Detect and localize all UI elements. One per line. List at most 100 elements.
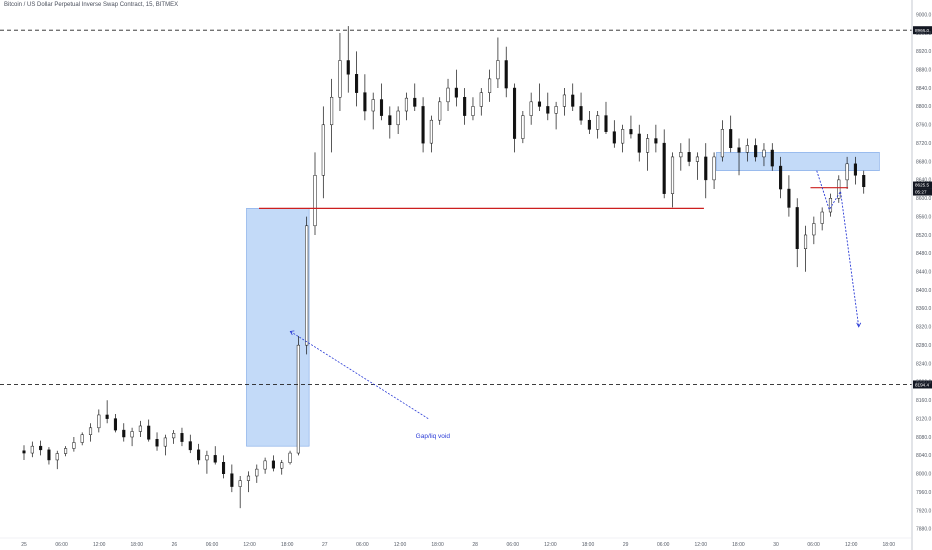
time-tick-label: 18:00	[131, 542, 144, 548]
candle-up	[479, 92, 483, 107]
time-tick-label: 18:00	[431, 542, 444, 548]
candle-down	[604, 115, 608, 132]
candle-up	[238, 480, 242, 487]
time-tick-label: 12:00	[544, 542, 557, 548]
candle-up	[745, 145, 749, 153]
price-tick-label: 9000.0	[916, 12, 932, 18]
time-tick-label: 12:00	[695, 542, 708, 548]
candle-up	[471, 106, 475, 116]
candle-up	[562, 94, 566, 107]
time-tick-label: 25	[21, 542, 27, 548]
time-tick-label: 12:00	[243, 542, 256, 548]
candle-up	[820, 211, 824, 224]
price-tick-label: 8160.0	[916, 398, 932, 404]
candle-up	[88, 427, 93, 435]
price-tick-label: 8720.0	[916, 141, 932, 147]
candle-down	[413, 97, 417, 107]
candle-down	[197, 449, 201, 461]
candle-up	[138, 425, 142, 432]
candle-up	[812, 223, 816, 236]
candle-down	[271, 460, 275, 469]
candle-up	[438, 101, 442, 121]
candle-up	[521, 115, 525, 139]
candle-up	[30, 445, 34, 454]
time-tick-label: 06:00	[356, 542, 369, 548]
candle-up	[371, 99, 375, 112]
time-tick-label: 18:00	[281, 542, 294, 548]
candle-down	[180, 433, 184, 442]
level-price-label: 8966.0	[915, 28, 929, 33]
candle-down	[587, 119, 591, 130]
candle-up	[330, 96, 334, 126]
price-tick-label: 8400.0	[916, 288, 932, 294]
candle-down	[388, 115, 392, 126]
candle-up	[670, 156, 675, 194]
candle-up	[828, 197, 833, 213]
candle-down	[379, 99, 384, 116]
candle-up	[130, 431, 134, 438]
candle-up	[296, 344, 300, 454]
price-tick-label: 8520.0	[916, 233, 932, 239]
candle-down	[729, 129, 733, 148]
candle-up	[446, 87, 450, 103]
candle-down	[754, 145, 758, 158]
time-tick-label: 18:00	[732, 542, 745, 548]
candle-down	[421, 106, 425, 144]
countdown-label: 05:27	[915, 190, 927, 195]
annotation-arrow-head	[289, 330, 295, 336]
chart-title: Bitcoin / US Dollar Perpetual Inverse Sw…	[4, 2, 179, 8]
time-tick-label: 30	[773, 542, 779, 548]
candle-up	[321, 124, 325, 176]
price-axis: 9000.0 8960.0 8920.0 8880.0 8840.0 8800.0 8760…	[911, 0, 932, 550]
projection-arrow-head	[856, 322, 862, 328]
candle-up	[712, 156, 716, 181]
candle-down	[221, 461, 226, 474]
candle-up	[554, 106, 558, 114]
candle-up	[621, 129, 625, 144]
candle-down	[612, 131, 616, 144]
time-tick-label: 12:00	[394, 542, 407, 548]
lines-layer: 8966.0 8194.4 Gap/liq void 8625.5 05:27	[0, 26, 932, 440]
time-tick-label: 06:00	[206, 542, 219, 548]
time-tick-label: 12:00	[845, 542, 858, 548]
time-tick-label: 06:00	[657, 542, 670, 548]
candle-down	[122, 429, 126, 438]
candle-down	[355, 74, 359, 93]
time-tick-label: 18:00	[582, 542, 595, 548]
candle-up	[72, 442, 76, 449]
time-tick-label: 27	[322, 542, 328, 548]
candle-down	[862, 175, 866, 188]
candle-up	[488, 78, 492, 93]
price-tick-label: 8560.0	[916, 214, 932, 220]
price-tick-label: 8200.0	[916, 380, 932, 386]
time-tick-label: 29	[623, 542, 629, 548]
level-price-box	[913, 26, 932, 35]
candle-down	[662, 142, 666, 194]
price-tick-label: 8240.0	[916, 361, 932, 367]
price-tick-label: 8800.0	[916, 104, 932, 110]
candle-up	[596, 115, 600, 130]
candle-up	[679, 152, 683, 158]
candle-up	[80, 434, 84, 443]
candle-up	[263, 460, 267, 470]
candle-up	[429, 119, 433, 144]
candle-down	[637, 133, 641, 153]
zones-layer	[246, 152, 880, 447]
candle-down	[105, 414, 109, 419]
price-tick-label: 7920.0	[916, 508, 932, 514]
candle-up	[280, 462, 284, 469]
candle-down	[537, 101, 542, 107]
price-tick-label: 8360.0	[916, 306, 932, 312]
candle-up	[845, 163, 849, 181]
candle-down	[147, 425, 151, 440]
candle-up	[55, 453, 59, 461]
candle-up	[255, 468, 259, 477]
candle-down	[113, 418, 118, 431]
candle-down	[504, 60, 508, 89]
price-tick-label: 8880.0	[916, 67, 932, 73]
candle-down	[853, 163, 857, 176]
candle-down	[795, 207, 799, 249]
price-tick-label: 8760.0	[916, 123, 932, 129]
candle-up	[246, 475, 251, 481]
